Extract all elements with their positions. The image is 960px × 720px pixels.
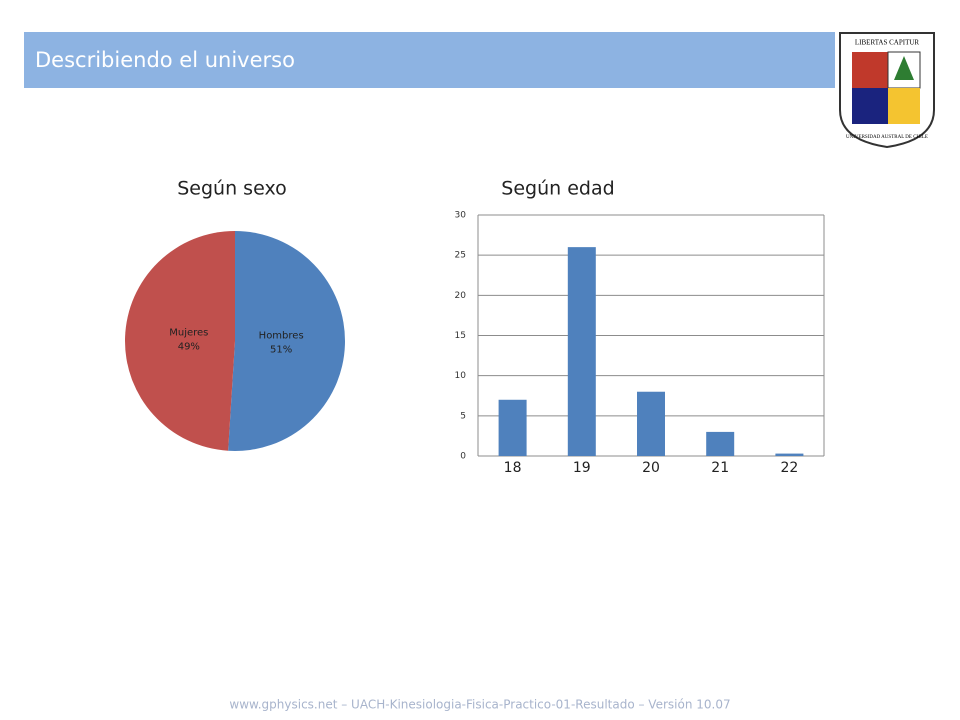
y-tick-label: 30 [455,211,467,221]
pie-slice [125,231,235,451]
header-bar [24,32,835,88]
slice-value-label: 51% [270,344,292,355]
y-tick-label: 5 [460,411,466,421]
logo-motto: LIBERTAS CAPITUR [855,39,919,47]
x-tick-label: 18 [504,460,522,476]
slice-label: Mujeres [169,328,208,339]
logo-name: UNIVERSIDAD AUSTRAL DE CHILE [846,135,928,140]
y-tick-label: 15 [455,331,466,341]
x-tick-label: 19 [573,460,591,476]
bar [567,247,596,456]
bar [775,453,804,456]
slice-label: Hombres [259,330,304,341]
logo: LIBERTAS CAPITUR UNIVERSIDAD AUSTRAL DE … [839,32,935,149]
y-tick-label: 20 [455,291,467,301]
y-tick-label: 10 [455,371,467,381]
header-title: Describiendo el universo [35,48,295,72]
x-tick-label: 22 [780,460,798,476]
bar-title: Según edad [501,178,614,200]
slice-value-label: 49% [178,342,200,353]
x-tick-label: 21 [711,460,729,476]
y-tick-label: 25 [455,251,466,261]
bar [498,399,527,456]
footer: www.gphysics.net – UACH-Kinesiologia-Fis… [229,698,730,712]
pie-slice [228,231,346,452]
pie-title: Según sexo [177,178,286,200]
y-tick-label: 0 [460,452,466,462]
bar [637,391,665,456]
x-tick-label: 20 [642,460,660,476]
bar [706,431,735,456]
